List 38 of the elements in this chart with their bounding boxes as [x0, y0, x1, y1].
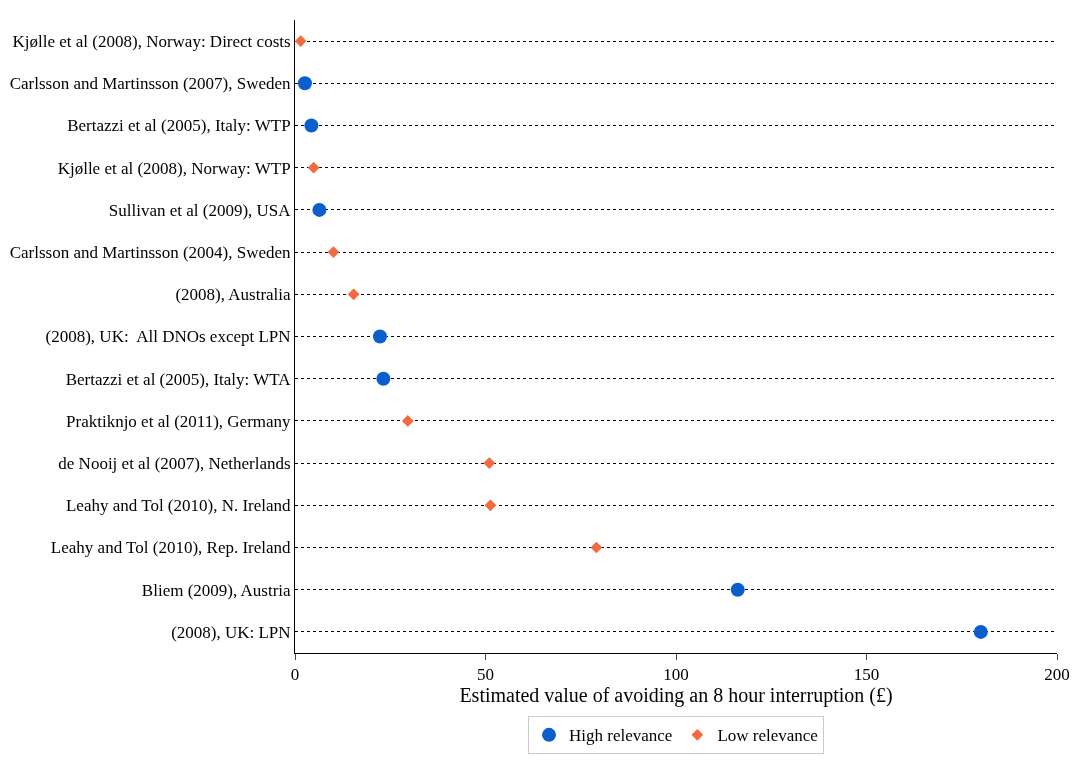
- y-tick-label: Kjølle et al (2008), Norway: WTP: [57, 158, 291, 178]
- y-tick-label: Bliem (2009), Austria: [141, 580, 292, 600]
- x-tick-label: 50: [477, 665, 494, 685]
- x-axis-title: Estimated value of avoiding an 8 hour interruption (£): [459, 684, 893, 708]
- legend-label: High relevance: [569, 726, 673, 746]
- point: [401, 415, 414, 427]
- x-tick-label: 0: [290, 665, 300, 685]
- point: [973, 624, 988, 639]
- point: [730, 582, 745, 597]
- point: [327, 246, 340, 258]
- y-tick-label: (2008), UK: All DNOs except LPN: [45, 327, 291, 347]
- y-tick-label: (2008), UK: LPN: [171, 622, 291, 642]
- y-tick-label: Leahy and Tol (2010), N. Ireland: [65, 496, 292, 516]
- x-tick-label: 100: [663, 665, 689, 685]
- point: [347, 288, 360, 301]
- legend-label: Low relevance: [717, 726, 818, 746]
- point: [304, 118, 319, 133]
- x-tick-label: 150: [853, 665, 880, 685]
- point: [483, 457, 496, 469]
- point: [372, 329, 387, 344]
- y-tick-label: Kjølle et al (2008), Norway: Direct costs: [12, 32, 291, 52]
- y-tick-label: Bertazzi et al (2005), Italy: WTA: [65, 369, 292, 389]
- y-tick-label: de Nooij et al (2007), Netherlands: [58, 454, 291, 474]
- point: [295, 35, 307, 47]
- y-tick-label: Sullivan et al (2009), USA: [108, 200, 292, 220]
- y-tick-label: Leahy and Tol (2010), Rep. Ireland: [50, 538, 292, 558]
- y-tick-label: Bertazzi et al (2005), Italy: WTP: [67, 116, 291, 136]
- y-tick-label: Praktiknjo et al (2011), Germany: [66, 411, 292, 431]
- point: [307, 161, 320, 174]
- point: [590, 541, 603, 554]
- y-tick-label: (2008), Australia: [175, 285, 292, 305]
- point: [484, 499, 497, 512]
- point: [312, 202, 327, 217]
- point: [376, 371, 391, 386]
- y-tick-label: Carlsson and Martinsson (2007), Sweden: [9, 74, 292, 94]
- y-tick-label: Carlsson and Martinsson (2004), Sweden: [9, 243, 292, 263]
- x-tick-label: 200: [1044, 665, 1070, 685]
- point: [297, 76, 312, 91]
